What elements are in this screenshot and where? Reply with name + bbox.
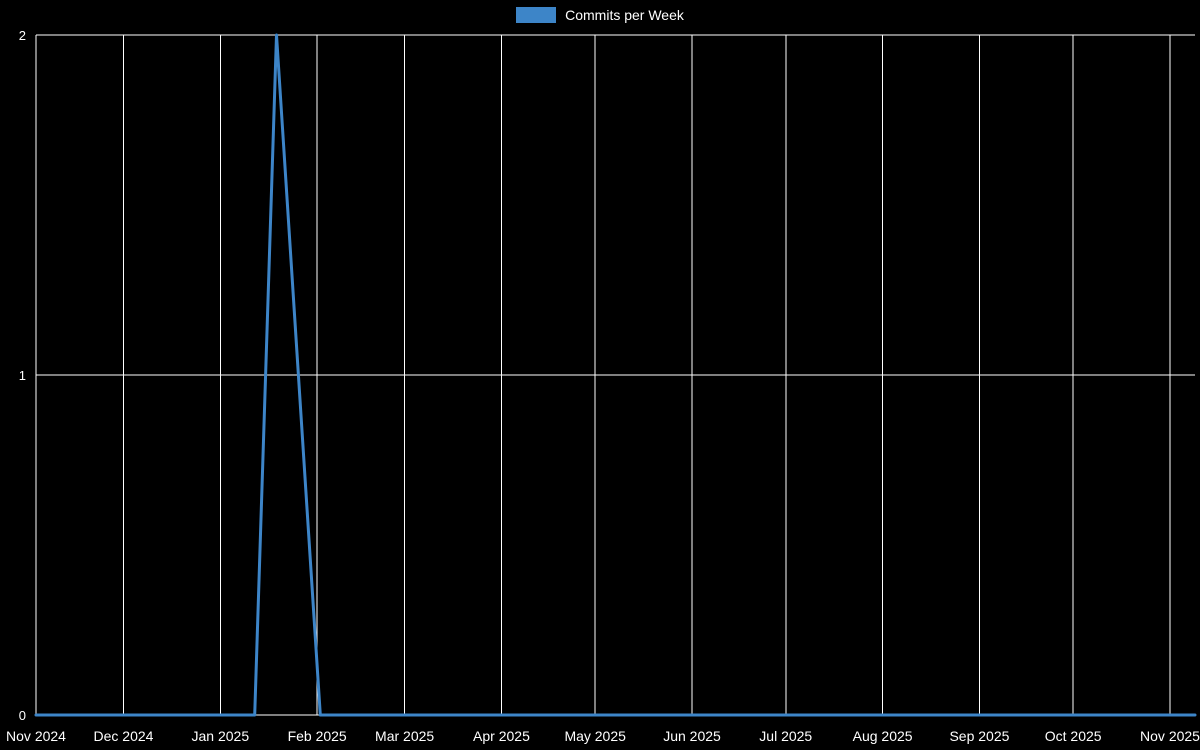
y-axis-tick-label: 0: [19, 708, 26, 723]
commits-line-series: [34, 33, 1197, 717]
x-axis-tick-label: Jul 2025: [759, 728, 812, 744]
x-axis-tick-label: Jun 2025: [663, 728, 721, 744]
x-axis-tick-label: Oct 2025: [1045, 728, 1102, 744]
x-axis-tick-label: May 2025: [564, 728, 626, 744]
x-axis-tick-label: Jan 2025: [192, 728, 250, 744]
legend-swatch: [516, 7, 557, 23]
legend-label: Commits per Week: [565, 7, 684, 23]
x-axis-tick-label: Nov 2025: [1140, 728, 1200, 744]
x-axis-tick-label: Sep 2025: [949, 728, 1009, 744]
x-axis-tick-label: Nov 2024: [6, 728, 66, 744]
x-axis-tick-label: Mar 2025: [375, 728, 434, 744]
chart-legend[interactable]: Commits per Week: [0, 7, 1200, 23]
x-axis-tick-label: Dec 2024: [94, 728, 154, 744]
y-axis-tick-label: 1: [19, 368, 26, 383]
x-axis-tick-label: Feb 2025: [288, 728, 347, 744]
x-axis-tick-label: Aug 2025: [853, 728, 913, 744]
x-axis-tick-label: Apr 2025: [473, 728, 530, 744]
y-axis-tick-label: 2: [19, 28, 26, 43]
